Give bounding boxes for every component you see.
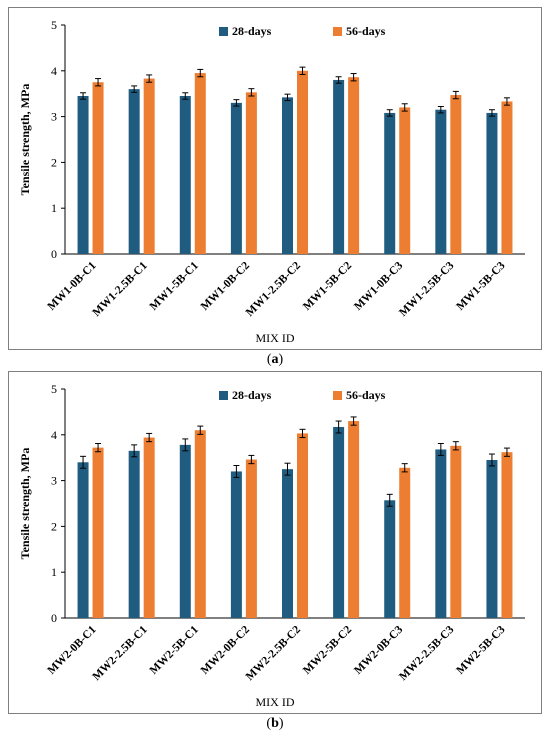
a-x-tick-label-2: MW1-5B-C1 xyxy=(148,259,201,312)
b-bar-d28-8 xyxy=(486,459,498,618)
b-bar-d56-0 xyxy=(92,447,104,618)
a-y-tick-label-0: 0 xyxy=(51,247,57,261)
b-bar-d56-5 xyxy=(348,421,360,618)
a-legend-label-0: 28-days xyxy=(232,24,272,38)
b-bar-d28-2 xyxy=(179,444,191,618)
panel-b-caption: (b) xyxy=(266,716,284,731)
a-y-tick-label-2: 2 xyxy=(51,155,57,169)
b-legend-swatch-1 xyxy=(333,391,342,400)
a-bar-d28-1 xyxy=(128,89,140,255)
a-x-tick-label-8: MW1-5B-C3 xyxy=(454,259,507,312)
b-bar-d28-3 xyxy=(230,471,242,618)
b-x-tick-label-8: MW2-5B-C3 xyxy=(454,623,507,676)
a-bar-d28-5 xyxy=(333,79,345,255)
a-legend: 28-days 56-days xyxy=(219,24,386,38)
a-legend-swatch-1 xyxy=(333,27,342,36)
a-x-tick-label-1: MW1-2.5B-C1 xyxy=(90,259,149,318)
b-x-tick-label-6: MW2-0B-C3 xyxy=(352,623,405,676)
b-y-axis-label: Tensile strength, MPa xyxy=(18,448,32,560)
a-bar-d28-4 xyxy=(282,97,293,254)
panel-b-letter: b xyxy=(271,716,279,731)
b-y-tick-label-5: 5 xyxy=(51,382,57,396)
b-x-tick-label-4: MW2-2.5B-C2 xyxy=(244,623,303,682)
b-legend: 28-days 56-days xyxy=(219,388,386,402)
a-x-tick-label-3: MW1-0B-C2 xyxy=(199,259,252,312)
a-bar-d56-8 xyxy=(501,101,513,255)
a-x-tick-label-7: MW1-2.5B-C3 xyxy=(397,259,456,318)
a-x-tick-label-4: MW1-2.5B-C2 xyxy=(244,259,303,318)
a-bar-d28-7 xyxy=(435,109,447,254)
a-x-tick-label-5: MW1-5B-C2 xyxy=(301,259,354,312)
b-y-tick-label-0: 0 xyxy=(51,611,57,625)
b-legend-label-1: 56-days xyxy=(346,388,386,402)
b-bar-d28-4 xyxy=(282,469,293,618)
b-legend-label-0: 28-days xyxy=(232,388,272,402)
a-bar-d28-3 xyxy=(230,102,242,254)
b-x-tick-label-0: MW2-0B-C1 xyxy=(45,623,98,676)
b-x-tick-label-1: MW2-2.5B-C1 xyxy=(90,623,149,682)
a-bar-d56-0 xyxy=(92,82,104,254)
a-x-tick-label-6: MW1-0B-C3 xyxy=(352,259,405,312)
a-y-tick-label-5: 5 xyxy=(51,18,57,32)
a-bar-d56-2 xyxy=(194,73,206,254)
panel-b-frame: 0 1 2 3 4 5 Tensile strength, MPa MW2-0B-C1 MW2-… xyxy=(8,371,542,714)
panel-a-frame: 0 1 2 3 4 5 Tensile strength, MPa MW1-0B-C1 MW1-… xyxy=(8,7,542,350)
a-bar-d56-1 xyxy=(143,78,155,254)
b-bar-d28-5 xyxy=(333,427,345,618)
a-y-axis-label: Tensile strength, MPa xyxy=(18,84,32,196)
b-y-tick-label-2: 2 xyxy=(51,519,57,533)
a-bar-d56-6 xyxy=(399,107,411,254)
a-y-tick-label-3: 3 xyxy=(51,110,57,124)
b-x-axis-label: MIX ID xyxy=(256,695,295,709)
b-legend-swatch-0 xyxy=(219,391,228,400)
b-bar-d56-1 xyxy=(143,437,155,618)
b-bar-d56-3 xyxy=(245,459,257,618)
b-bar-d56-2 xyxy=(194,430,206,618)
a-bar-d56-7 xyxy=(450,95,462,254)
b-bar-d28-0 xyxy=(77,462,89,618)
a-bar-d28-6 xyxy=(384,112,396,254)
b-y-tick-label-3: 3 xyxy=(51,474,57,488)
b-x-tick-label-3: MW2-0B-C2 xyxy=(199,623,252,676)
panel-a-letter: a xyxy=(271,352,279,367)
a-bar-d28-0 xyxy=(77,95,89,255)
b-x-tick-label-5: MW2-5B-C2 xyxy=(301,623,354,676)
a-bar-d56-5 xyxy=(348,77,360,254)
a-x-axis-label: MIX ID xyxy=(256,331,295,345)
a-bar-d28-8 xyxy=(486,112,498,254)
b-y-tick-label-1: 1 xyxy=(51,565,57,579)
b-bar-d28-6 xyxy=(384,500,396,618)
b-x-tick-label-2: MW2-5B-C1 xyxy=(148,623,201,676)
a-legend-swatch-0 xyxy=(219,27,228,36)
b-bar-d56-8 xyxy=(501,452,513,618)
b-bar-d28-7 xyxy=(435,449,447,618)
a-bar-d28-2 xyxy=(179,95,191,255)
b-bar-d28-1 xyxy=(128,450,140,618)
b-bar-d56-4 xyxy=(297,433,308,618)
b-bar-d56-7 xyxy=(450,445,462,618)
a-legend-label-1: 56-days xyxy=(346,24,386,38)
a-y-tick-label-1: 1 xyxy=(51,201,57,215)
a-bar-d56-3 xyxy=(245,92,257,255)
b-bar-d56-6 xyxy=(399,467,411,618)
a-y-tick-label-4: 4 xyxy=(51,64,57,78)
a-bar-d56-4 xyxy=(297,70,308,254)
b-x-tick-label-7: MW2-2.5B-C3 xyxy=(397,623,456,682)
b-y-tick-label-4: 4 xyxy=(51,428,57,442)
a-x-tick-label-0: MW1-0B-C1 xyxy=(45,259,98,312)
panel-a-caption: (a) xyxy=(266,352,284,367)
